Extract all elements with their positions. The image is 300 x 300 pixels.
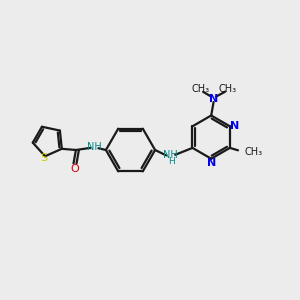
Text: CH₃: CH₃	[191, 84, 209, 94]
Text: NH: NH	[87, 142, 102, 152]
Text: S: S	[40, 153, 47, 163]
Text: N: N	[209, 94, 218, 104]
Text: H: H	[169, 157, 175, 166]
Text: NH: NH	[163, 150, 178, 161]
Text: CH₃: CH₃	[219, 84, 237, 94]
Text: N: N	[230, 121, 239, 131]
Text: CH₃: CH₃	[244, 146, 262, 157]
Text: N: N	[208, 158, 217, 169]
Text: O: O	[70, 164, 79, 174]
